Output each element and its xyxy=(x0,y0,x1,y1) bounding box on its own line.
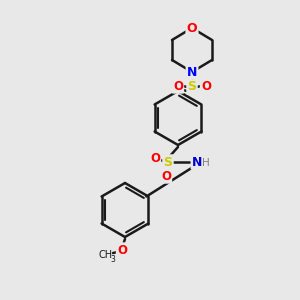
Text: O: O xyxy=(117,244,127,256)
Text: O: O xyxy=(150,152,160,164)
Text: CH: CH xyxy=(99,250,113,260)
Text: S: S xyxy=(188,80,196,94)
Text: O: O xyxy=(173,80,183,92)
Text: H: H xyxy=(202,158,210,168)
Text: S: S xyxy=(164,155,172,169)
Text: O: O xyxy=(187,22,197,34)
Text: N: N xyxy=(187,65,197,79)
Text: O: O xyxy=(201,80,211,92)
Text: 3: 3 xyxy=(111,254,116,263)
Text: O: O xyxy=(161,169,171,182)
Text: N: N xyxy=(192,155,202,169)
